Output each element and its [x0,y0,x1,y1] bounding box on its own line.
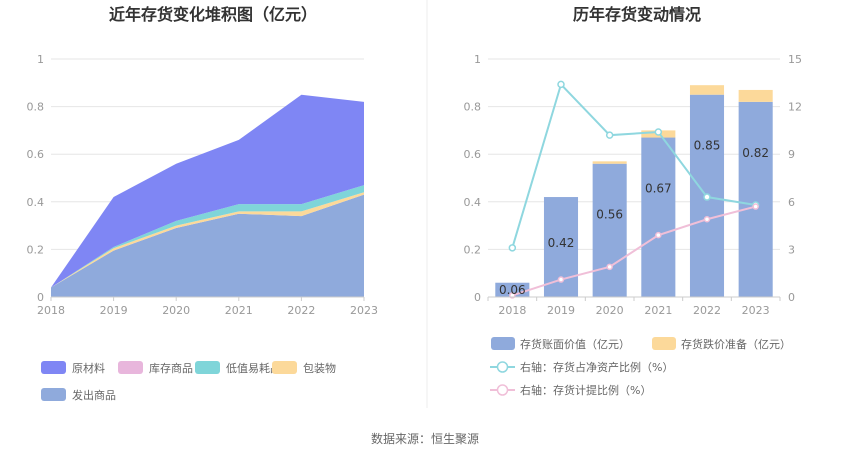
left-axis: 0 0.2 0.4 0.6 0.8 1 2018 2019 2020 2021 2022 2023 [27,53,379,317]
left-y-tick-label: 0 [37,291,44,304]
legend-marker [496,361,509,373]
line-point [703,216,711,223]
left-chart-title: 近年存货变化堆积图（亿元） [109,5,317,24]
line-point [557,276,565,283]
right-y-tick-label: 0 [474,291,481,304]
legend-swatch [491,337,515,350]
right-x-tick-label: 2023 [742,304,770,317]
legend-label: 库存商品 [149,361,193,375]
right-chart-title: 历年存货变动情况 [573,5,701,24]
bar-data-label: 0.85 [694,139,721,153]
legend-swatch [652,337,676,350]
legend-swatch [272,361,297,374]
legend-label: 存货账面价值（亿元） [520,337,630,351]
bar-impairment-provision [689,85,725,95]
legend-swatch [118,361,143,374]
line-point [508,244,517,252]
left-x-tick-label: 2021 [225,304,253,317]
legend-swatch [41,361,66,374]
line-point [703,193,711,201]
left-y-tick-label: 1 [37,53,44,66]
line-point [655,231,662,239]
line-point [752,203,759,210]
area-发出商品 [51,194,364,297]
right-y2-tick-label: 9 [788,148,795,161]
area-包装物 [51,192,364,288]
left-x-tick-label: 2019 [100,304,128,317]
right-y-tick-label: 0.4 [464,196,482,209]
right-x-tick-label: 2021 [644,304,672,317]
right-y2-tick-label: 6 [788,196,795,209]
left-x-tick-label: 2018 [37,304,65,317]
line-point [605,131,614,139]
bar-inventory-value [592,163,627,297]
legend-label: 包装物 [303,361,336,375]
legend-marker [496,384,509,396]
legend-swatch [195,361,220,374]
left-x-tick-label: 2023 [350,304,378,317]
bar-inventory-value [641,137,676,297]
bar-impairment-provision [592,161,627,164]
right-y2-tick-label: 15 [788,53,802,66]
left-x-tick-label: 2020 [162,304,190,317]
area-低值易耗品 [51,185,364,288]
right-x-tick-label: 2020 [596,304,624,317]
left-y-tick-label: 0.6 [27,148,45,161]
line-provision-ratio [512,205,756,297]
legend-label: 右轴：存货占净资产比例（%） [520,360,673,374]
bar-data-label: 0.56 [596,208,623,222]
right-y2-tick-label: 12 [788,101,802,114]
right-bars [495,85,773,297]
area-原材料 [51,94,364,288]
right-x-tick-label: 2022 [693,304,721,317]
legend-label: 右轴：存货计提比例（%） [520,383,651,397]
legend-label: 原材料 [72,361,105,375]
right-x-tick-label: 2019 [547,304,575,317]
line-inventory-to-net-assets [511,82,756,249]
right-axis: 0 0 0.2 3 0.4 6 0.6 9 0.8 12 1 15 2018 2019 2020 2021 20… [464,53,803,317]
right-y2-tick-label: 0 [788,291,795,304]
right-grid [488,58,780,298]
right-y2-tick-label: 3 [788,243,795,256]
bar-impairment-provision [738,89,773,102]
right-y-tick-label: 1 [474,53,481,66]
bar-inventory-value [738,101,773,297]
left-y-tick-label: 0.2 [27,243,45,256]
left-areas [51,94,364,297]
right-lines [508,80,760,299]
legend-label: 存货跌价准备（亿元） [681,337,791,351]
line-point [557,80,565,89]
right-y-tick-label: 0.2 [464,243,482,256]
right-labels: 0.06 0.42 0.56 0.67 0.85 0.82 [499,139,769,297]
left-y-tick-label: 0.8 [27,101,45,114]
data-source: 数据来源：恒生聚源 [371,431,479,446]
bar-data-label: 0.42 [548,236,575,250]
right-y-tick-label: 0.8 [464,101,482,114]
bar-data-label: 0.82 [742,146,769,160]
right-x-tick-label: 2018 [498,304,526,317]
bar-data-label: 0.67 [645,182,672,196]
left-x-tick-label: 2022 [287,304,315,317]
line-point [606,263,613,271]
right-y-tick-label: 0.6 [464,148,482,161]
legend-label: 低值易耗品 [226,362,281,375]
left-y-tick-label: 0.4 [27,196,45,209]
legend-label: 发出商品 [72,388,116,402]
right-legend: 存货账面价值（亿元） 存货跌价准备（亿元） 右轴：存货占净资产比例（%） 右轴：存货计… [490,337,791,397]
legend-swatch [41,388,66,401]
bar-data-label: 0.06 [499,283,526,297]
line-point [654,128,663,136]
